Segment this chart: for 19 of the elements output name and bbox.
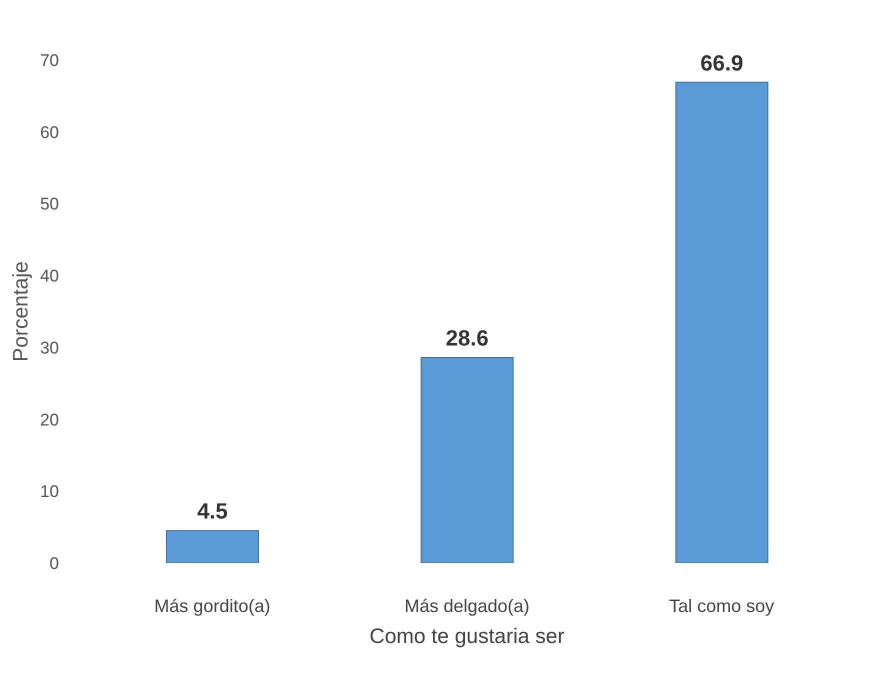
bar (420, 356, 514, 563)
x-axis-title: Como te gustaria ser (370, 625, 564, 648)
bar (166, 530, 259, 563)
x-tick-label: Más gordito(a) (154, 596, 270, 616)
y-tick-label: 50 (40, 194, 59, 214)
y-tick-label: 60 (40, 122, 59, 142)
y-tick-label: 70 (40, 51, 59, 70)
y-tick-label: 20 (40, 410, 59, 430)
y-tick-label: 30 (40, 338, 59, 358)
y-tick-label: 10 (40, 482, 59, 502)
data-label: 28.6 (446, 325, 489, 350)
data-label: 4.5 (197, 498, 228, 524)
y-tick-label: 40 (40, 266, 59, 286)
y-tick-label: 0 (50, 554, 59, 574)
data-label: 66.9 (700, 50, 744, 76)
bar (675, 82, 768, 563)
x-tick-label: Más delgado(a) (404, 596, 530, 616)
x-tick-label: Tal como soy (669, 596, 774, 616)
y-axis-title: Porcentaje (9, 261, 32, 362)
